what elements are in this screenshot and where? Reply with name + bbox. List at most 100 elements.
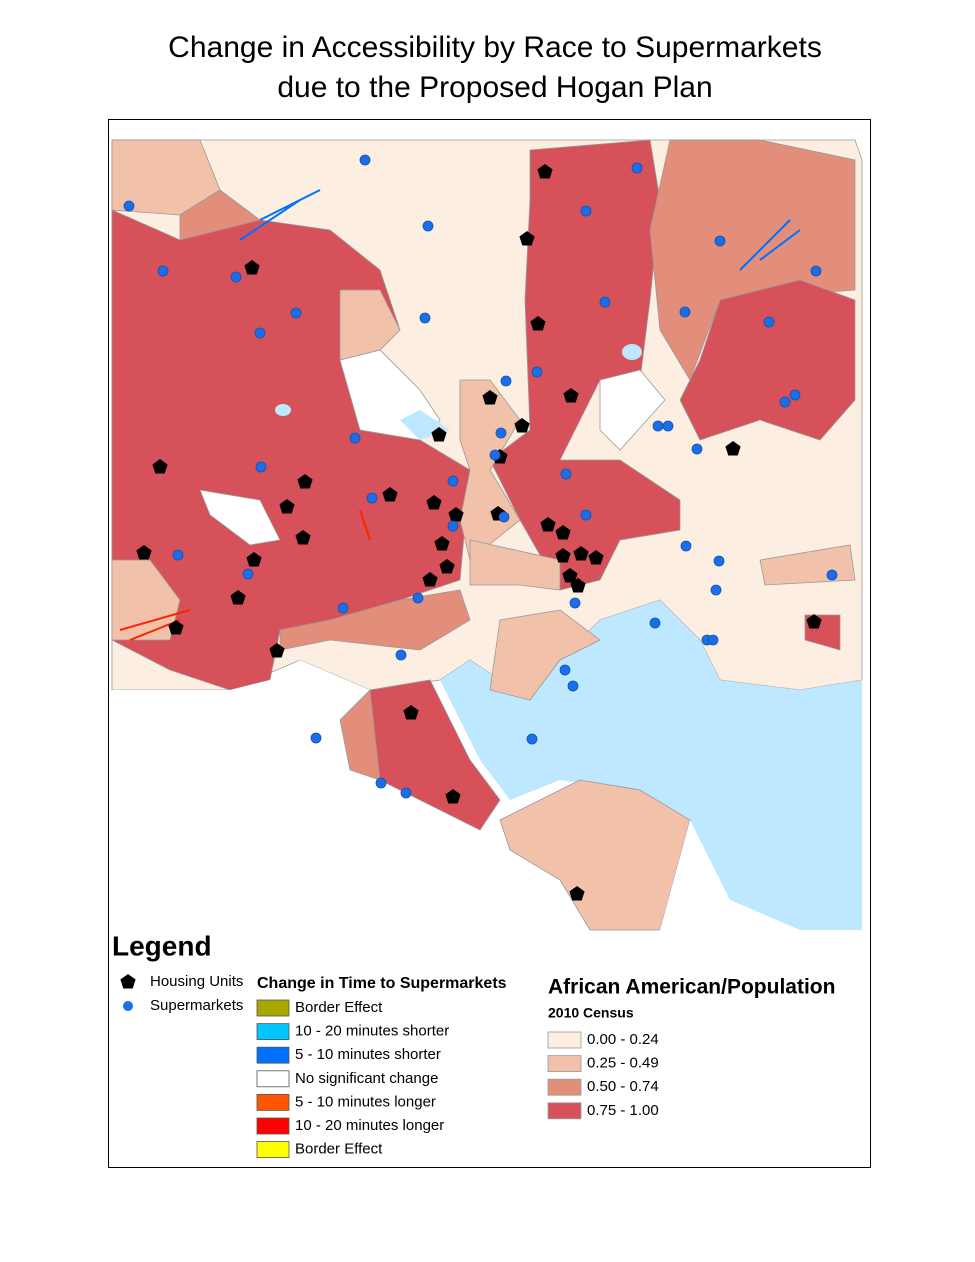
legend-swatch <box>256 1117 290 1135</box>
legend-symbol <box>123 1001 133 1011</box>
supermarket <box>349 432 361 444</box>
legend-swatch <box>256 1094 290 1111</box>
supermarket <box>713 555 725 567</box>
supermarket <box>649 617 661 629</box>
supermarket <box>631 162 643 174</box>
housing-unit <box>246 552 262 567</box>
supermarket <box>422 220 434 232</box>
housing-unit <box>279 499 295 514</box>
lake <box>622 344 642 360</box>
legend-label: 0.00 - 0.24 <box>587 1031 659 1048</box>
supermarket <box>500 375 512 387</box>
supermarket <box>526 733 538 745</box>
legend-heading: Change in Time to Supermarkets <box>257 975 507 992</box>
housing-unit <box>434 536 450 551</box>
legend-swatch <box>256 1046 290 1064</box>
district <box>499 779 691 931</box>
district <box>369 679 501 831</box>
district <box>489 609 601 701</box>
supermarket <box>495 427 507 439</box>
district <box>679 279 856 441</box>
frame <box>108 119 871 1168</box>
legend-swatch <box>547 1078 582 1096</box>
housing-unit <box>530 316 546 331</box>
supermarket <box>489 449 501 461</box>
legend-swatch <box>547 1031 582 1049</box>
supermarket <box>366 492 378 504</box>
legend-swatch <box>256 1141 290 1158</box>
legend-label: 0.75 - 1.00 <box>587 1102 659 1119</box>
supermarket <box>419 312 431 324</box>
housing-unit <box>725 441 741 456</box>
legend-swatch <box>256 1070 290 1088</box>
supermarket <box>172 549 184 561</box>
supermarket <box>230 271 242 283</box>
legend-label: 5 - 10 minutes longer <box>295 1093 436 1110</box>
supermarket <box>123 200 135 212</box>
housing-unit <box>555 548 571 563</box>
supermarket <box>337 602 349 614</box>
supermarket <box>779 396 791 408</box>
housing-unit <box>562 568 578 583</box>
park <box>199 489 281 546</box>
legend-heading: African American/Population <box>548 976 835 999</box>
supermarket <box>412 592 424 604</box>
housing-unit <box>269 643 285 658</box>
supermarket <box>763 316 775 328</box>
district <box>469 539 561 591</box>
supermarket <box>395 649 407 661</box>
supermarket <box>580 205 592 217</box>
housing-unit <box>382 487 398 502</box>
housing-unit <box>297 474 313 489</box>
housing-unit <box>540 517 556 532</box>
supermarket <box>652 420 664 432</box>
housing-unit <box>230 590 246 605</box>
housing-unit <box>152 459 168 474</box>
supermarket <box>810 265 822 277</box>
housing-unit <box>426 495 442 510</box>
supermarket <box>599 296 611 308</box>
legend-subheading: 2010 Census <box>548 1005 634 1021</box>
housing-unit <box>482 390 498 405</box>
housing-unit <box>555 525 571 540</box>
district <box>339 289 401 361</box>
legend-swatch <box>547 1055 582 1072</box>
housing-unit <box>431 427 447 442</box>
supermarket <box>498 511 510 523</box>
housing-unit <box>570 578 586 593</box>
supermarket <box>679 306 691 318</box>
supermarket <box>254 327 266 339</box>
housing-unit <box>295 530 311 545</box>
legend-label: 10 - 20 minutes longer <box>295 1117 444 1134</box>
supermarket <box>447 475 459 487</box>
legend-symbol <box>120 974 136 989</box>
supermarket <box>826 569 838 581</box>
supermarket <box>569 597 581 609</box>
supermarket <box>375 777 387 789</box>
legend-label: 0.50 - 0.74 <box>587 1078 659 1095</box>
park <box>599 369 666 451</box>
housing-unit <box>514 418 530 433</box>
lake <box>275 404 291 416</box>
housing-unit <box>588 550 604 565</box>
supermarket <box>707 634 719 646</box>
water <box>440 600 862 930</box>
supermarket <box>290 307 302 319</box>
supermarket <box>680 540 692 552</box>
housing-unit <box>422 572 438 587</box>
supermarket <box>255 461 267 473</box>
housing-unit <box>448 507 464 522</box>
supermarket <box>531 366 543 378</box>
housing-unit <box>244 260 260 275</box>
title-line: Change in Accessibility by Race to Super… <box>168 31 822 64</box>
housing-unit <box>136 545 152 560</box>
housing-unit <box>563 388 579 403</box>
legend-label: No significant change <box>295 1070 438 1087</box>
housing-unit <box>519 231 535 246</box>
housing-unit <box>569 886 585 901</box>
supermarket <box>310 732 322 744</box>
supermarket <box>359 154 371 166</box>
legend-swatch <box>256 999 290 1017</box>
legend-swatch <box>547 1102 582 1120</box>
